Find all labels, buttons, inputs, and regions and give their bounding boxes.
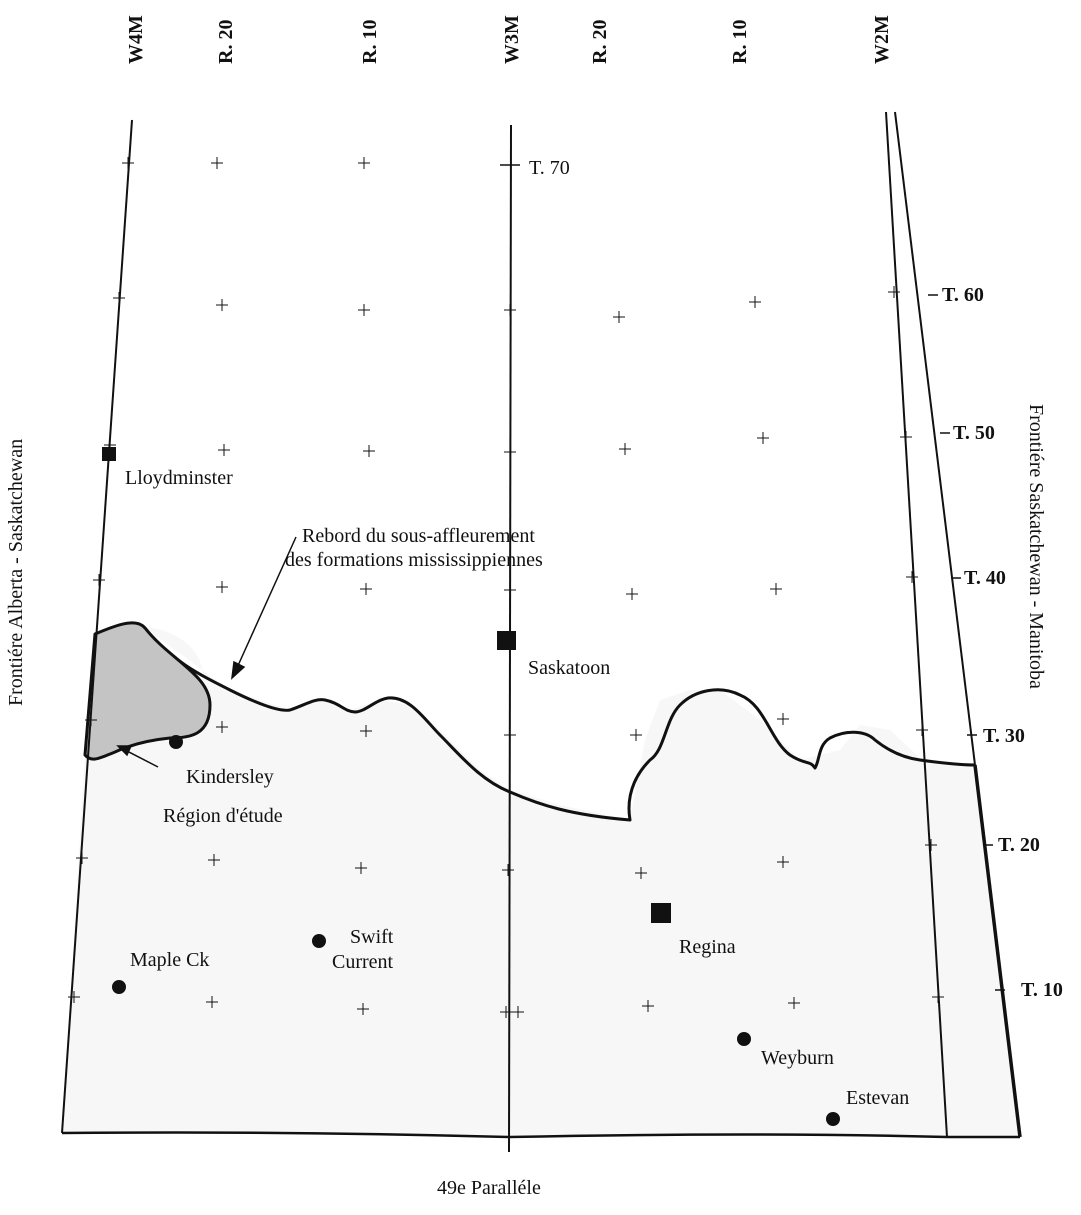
study-area [83, 621, 212, 761]
arrows [116, 536, 297, 768]
maple-ck-marker [112, 980, 126, 994]
saskatoon-marker [497, 631, 516, 650]
maple-ck-label: Maple Ck [130, 949, 209, 971]
border-labels: Frontiére Alberta - Saskatchewan Frontié… [5, 404, 1047, 1199]
saskatoon-label: Saskatoon [528, 657, 610, 679]
r10-east-label: R. 10 [729, 20, 751, 64]
t60-label: T. 60 [942, 284, 984, 306]
subcrop-arrow-head [231, 660, 246, 680]
annotation-labels: Rebord du sous-affleurement des formatio… [163, 525, 543, 827]
city-labels: Lloydminster Saskatoon Kindersley Swift … [125, 467, 909, 1109]
t40-label: T. 40 [964, 567, 1006, 589]
grid-crosses [68, 157, 944, 1018]
regina-marker [651, 903, 671, 923]
city-markers [102, 447, 840, 1126]
swift-current-marker [312, 934, 326, 948]
subcrop-label-line2: des formations mississippiennes [285, 549, 543, 571]
study-area-arrow-line [124, 749, 159, 768]
study-area-arrow-head [116, 745, 133, 757]
kindersley-label: Kindersley [186, 766, 274, 788]
study-area-label: Région d'étude [163, 805, 283, 827]
subcrop-arrow-line [235, 536, 297, 671]
t70-label: T. 70 [529, 157, 570, 179]
estevan-marker [826, 1112, 840, 1126]
49th-parallel-label: 49e Paralléle [437, 1177, 541, 1199]
r20-east-label: R. 20 [589, 20, 611, 64]
t10-label: T. 10 [1021, 979, 1063, 1001]
subcrop-edge-line [143, 627, 976, 822]
w4m-line [61, 119, 133, 1134]
regina-label: Regina [679, 936, 736, 958]
w4m-label: W4M [125, 15, 147, 64]
t20-label: T. 20 [998, 834, 1040, 856]
current-label: Current [332, 951, 394, 973]
r20-west-label: R. 20 [215, 20, 237, 64]
manitoba-border-bold [973, 764, 1022, 1138]
lloydminster-label: Lloydminster [125, 467, 233, 489]
w2m-label: W2M [871, 15, 893, 64]
w2m-line [885, 111, 948, 1138]
lloydminster-marker [102, 447, 116, 461]
t50-label: T. 50 [953, 422, 995, 444]
t30-label: T. 30 [983, 725, 1025, 747]
manitoba-border-line [894, 111, 976, 766]
weyburn-label: Weyburn [761, 1047, 834, 1069]
subcrop-label-line1: Rebord du sous-affleurement [302, 525, 535, 547]
township-labels: T. 70 T. 60 T. 50 T. 40 T. 30 T. 20 T. 1… [529, 157, 1063, 1001]
estevan-label: Estevan [846, 1087, 909, 1109]
kindersley-marker [169, 735, 183, 749]
subcrop-area [62, 627, 1020, 1137]
weyburn-marker [737, 1032, 751, 1046]
swift-label: Swift [350, 926, 394, 948]
alberta-border-label: Frontiére Alberta - Saskatchewan [5, 439, 27, 706]
township-ticks [500, 164, 1005, 991]
49th-parallel-line [61, 1131, 1020, 1139]
manitoba-border-label: Frontiére Saskatchewan - Manitoba [1025, 404, 1047, 689]
top-labels: W4M R. 20 R. 10 W3M R. 20 R. 10 W2M [125, 15, 893, 64]
w3m-label: W3M [501, 15, 523, 64]
r10-west-label: R. 10 [359, 20, 381, 64]
